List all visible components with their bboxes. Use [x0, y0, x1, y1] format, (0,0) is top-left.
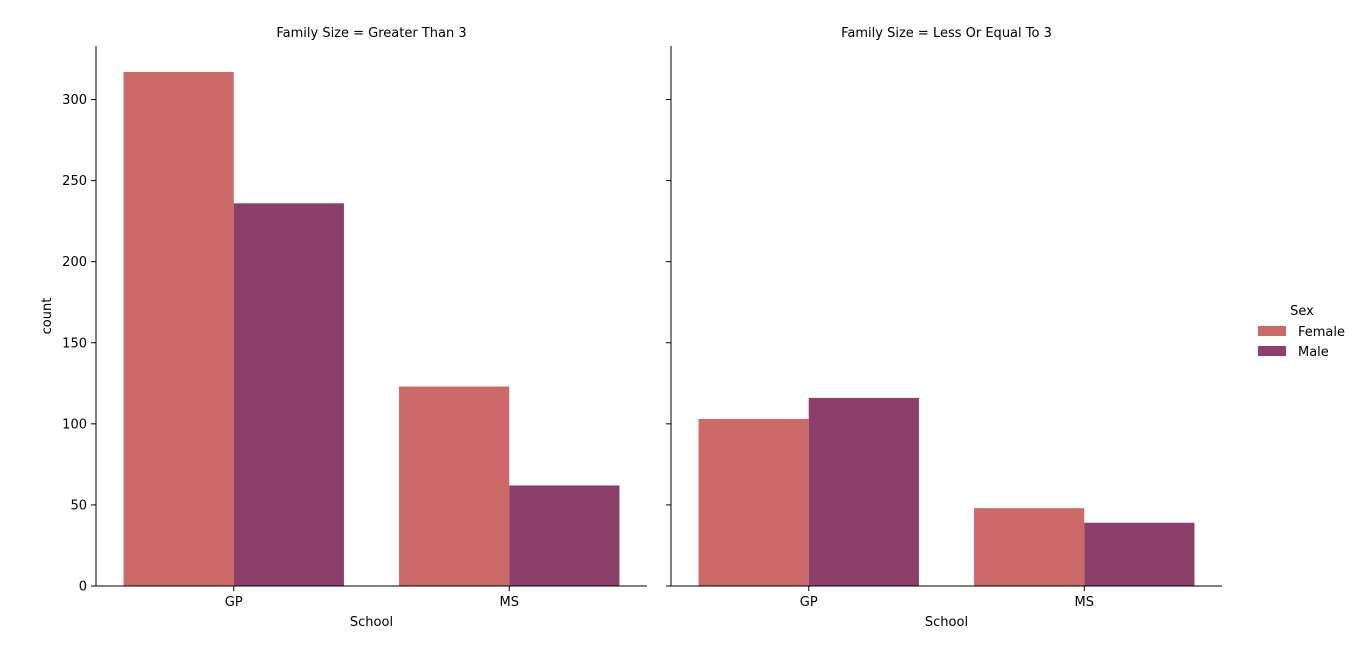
x-axis-label: School [350, 615, 393, 630]
facet-panel-greater-than-3: Family Size = Greater Than 3 0 50 100 150 20… [40, 26, 647, 630]
panel-title: Family Size = Greater Than 3 [276, 26, 466, 41]
legend: Sex Female Male [1258, 304, 1345, 360]
facet-panel-less-or-equal-3: Family Size = Less Or Equal To 3 GP MS Sc… [666, 26, 1222, 630]
bar-male-gp [233, 203, 344, 586]
bar-male-gp [808, 397, 919, 586]
legend-title: Sex [1290, 304, 1314, 319]
bar-female-gp [698, 418, 809, 586]
y-tick-label: 150 [62, 336, 87, 351]
axes: GP MS [666, 46, 1222, 610]
legend-swatch-female [1258, 326, 1286, 336]
legend-swatch-male [1258, 346, 1286, 356]
x-tick-label: GP [225, 595, 243, 610]
bar-female-ms [974, 508, 1085, 586]
x-tick-label: MS [500, 595, 519, 610]
axes: 0 50 100 150 200 250 300 GP MS [62, 46, 647, 610]
y-tick-label: 0 [79, 580, 87, 595]
bar-group [123, 71, 620, 587]
y-axis-label: count [40, 298, 55, 335]
bar-male-ms [1084, 522, 1195, 586]
bar-male-ms [509, 485, 620, 586]
panel-title: Family Size = Less Or Equal To 3 [841, 26, 1052, 41]
y-tick-label: 50 [70, 498, 87, 513]
legend-label-female: Female [1298, 325, 1345, 340]
y-tick-label: 200 [62, 255, 87, 270]
y-tick-label: 250 [62, 174, 87, 189]
bar-group [698, 397, 1195, 586]
bar-female-ms [399, 386, 510, 586]
legend-label-male: Male [1298, 345, 1329, 360]
x-axis-label: School [925, 615, 968, 630]
x-tick-label: GP [800, 595, 818, 610]
y-tick-label: 100 [62, 417, 87, 432]
y-tick-label: 300 [62, 93, 87, 108]
x-tick-label: MS [1075, 595, 1094, 610]
bar-female-gp [123, 71, 234, 587]
legend-items: Female Male [1258, 325, 1345, 360]
